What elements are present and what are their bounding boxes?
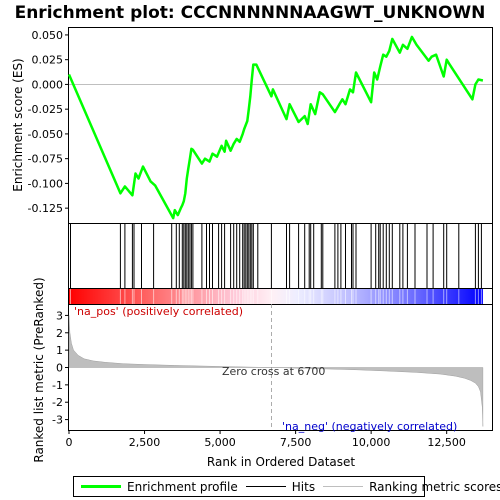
metric-y-tick-label: 0 [56, 362, 63, 375]
es-y-tick-label: -0.050 [28, 128, 63, 141]
metric-y-tick-label: -1 [52, 379, 63, 392]
enrichment-profile-line [67, 35, 484, 220]
hits-marks [70, 224, 482, 288]
metric-y-axis-label: Ranked list metric (PreRanked) [32, 277, 46, 462]
es-y-tick-label: -0.025 [28, 103, 63, 116]
legend-label-enrichment-profile: Enrichment profile [127, 479, 238, 494]
chart-title: Enrichment plot: CCCNNNNNNAAGWT_UNKNOWN [15, 3, 486, 23]
es-y-axis-label: Enrichment score (ES) [11, 58, 25, 191]
es-y-tick-label: 0.050 [32, 29, 64, 42]
x-tick-label: 5,000 [204, 436, 236, 449]
es-y-tick-label: 0.000 [32, 78, 64, 91]
metric-y-tick-label: 3 [56, 309, 63, 322]
metric-y-tick-label: -3 [52, 414, 63, 427]
hits-swatch [245, 486, 286, 487]
x-tick-label: 12,500 [427, 436, 466, 449]
es-y-tick-label: -0.125 [28, 202, 63, 215]
es-y-tick-label: -0.075 [28, 153, 63, 166]
zero-cross-label: Zero cross at 6700 [222, 365, 325, 378]
enrichment-profile-swatch [81, 485, 121, 488]
ranking-metric-swatch [323, 486, 364, 487]
x-tick-label: 7,500 [280, 436, 312, 449]
metric-y-tick-label: 2 [56, 327, 63, 340]
negative-correlation-label: 'na_neg' (negatively correlated) [282, 420, 457, 433]
x-tick-label: 2,500 [129, 436, 161, 449]
es-y-tick-label: -0.100 [28, 177, 63, 190]
legend-label-ranking-metric: Ranking metric scores [369, 479, 500, 494]
ranking-metric-area [68, 315, 484, 427]
metric-y-axis: 3 2 1 0 -1 -2 -3 [52, 309, 69, 427]
x-tick-label: 10,000 [352, 436, 391, 449]
x-axis: 0 2,500 5,000 7,500 10,000 12,500 [66, 430, 466, 449]
x-tick-label: 0 [66, 436, 73, 449]
legend-item-hits: Hits [245, 479, 316, 494]
legend-item-ranking-metric: Ranking metric scores [323, 480, 500, 494]
positive-correlation-label: 'na_pos' (positively correlated) [74, 305, 243, 318]
x-axis-label: Rank in Ordered Dataset [207, 455, 355, 469]
metric-y-tick-label: 1 [56, 344, 63, 357]
es-y-axis: 0.050 0.025 0.000 -0.025 -0.050 -0.075 -0.100 -… [28, 29, 69, 215]
color-bar-hit-marks [70, 289, 482, 304]
metric-y-tick-label: -2 [52, 396, 63, 409]
es-y-tick-label: 0.025 [32, 54, 64, 67]
legend: Enrichment profile Hits Ranking metric s… [73, 476, 500, 497]
legend-label-hits: Hits [291, 479, 316, 494]
ranking-color-bar [69, 289, 483, 304]
legend-item-enrichment-profile: Enrichment profile [81, 480, 238, 494]
